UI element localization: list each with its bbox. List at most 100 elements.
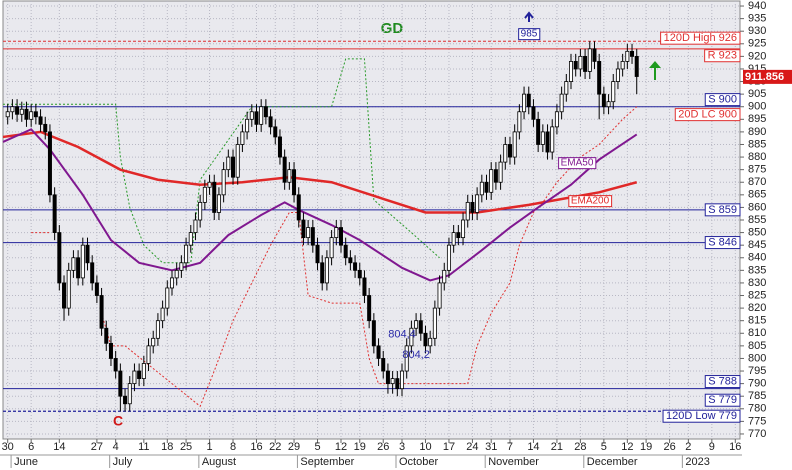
candle-body xyxy=(249,111,254,120)
candle-body xyxy=(231,156,236,178)
candle-body xyxy=(104,327,109,344)
y-tick-label: 940 xyxy=(748,0,766,12)
candle-body xyxy=(348,257,353,264)
x-tick-label: 25 xyxy=(180,441,192,453)
candle-body xyxy=(362,277,367,296)
y-tick-label: 830 xyxy=(748,277,766,289)
candle-body xyxy=(414,320,419,329)
candle-body xyxy=(470,201,475,213)
stop-line xyxy=(31,106,638,408)
candle-body xyxy=(43,123,48,133)
lc-box xyxy=(674,108,741,122)
y-tick-label: 800 xyxy=(748,352,766,364)
candle-body xyxy=(418,320,423,334)
x-tick-label: 2 xyxy=(685,441,691,453)
candle-body xyxy=(569,61,574,82)
candle-body xyxy=(141,363,146,379)
candle-body xyxy=(38,116,43,125)
candle-body xyxy=(606,101,611,108)
candle-body xyxy=(57,232,62,284)
candle-body xyxy=(296,194,301,221)
candle-body xyxy=(381,358,386,372)
candle-body xyxy=(24,108,29,120)
price-tag-label: 911.856 xyxy=(745,71,784,83)
candle-body xyxy=(137,370,142,379)
candle-body xyxy=(315,244,320,264)
x-tick-label: 12 xyxy=(335,441,347,453)
x-tick-label: 6 xyxy=(28,441,34,453)
plot-area xyxy=(2,0,741,440)
candle-body xyxy=(165,287,170,309)
candle-body xyxy=(587,48,592,72)
indicator-label: EMA200 xyxy=(571,196,610,207)
candle-body xyxy=(630,50,635,57)
candle-body xyxy=(10,106,15,113)
candle-body xyxy=(465,201,470,221)
month-label: June xyxy=(14,456,38,468)
y-tick-label: 935 xyxy=(748,13,766,25)
x-tick-label: 12 xyxy=(621,441,633,453)
level-label: 120D High 926 xyxy=(664,32,737,44)
indicator-label: EMA50 xyxy=(561,158,594,169)
candle-body xyxy=(493,169,498,183)
y-tick-label: 815 xyxy=(748,315,766,327)
y-tick-label: 880 xyxy=(748,151,766,163)
candle-body xyxy=(188,232,193,246)
indicator-line xyxy=(2,130,638,214)
x-tick-label: 4 xyxy=(113,441,119,453)
level-label: S 846 xyxy=(708,237,737,249)
candle-body xyxy=(146,345,151,364)
candle-body xyxy=(221,169,226,196)
month-label: August xyxy=(202,456,236,468)
candle-body xyxy=(437,282,442,309)
candle-body xyxy=(376,345,381,359)
candle-body xyxy=(80,244,85,279)
candle-body xyxy=(207,181,212,188)
level-box xyxy=(704,393,741,407)
candle-body xyxy=(442,269,447,284)
x-tick-label: 16 xyxy=(250,441,262,453)
candle-body xyxy=(259,106,264,125)
candle-body xyxy=(404,345,409,372)
candle-body xyxy=(292,169,297,196)
month-label: December xyxy=(587,456,638,468)
low-marker: C xyxy=(113,413,123,429)
candle-body xyxy=(198,201,203,221)
candle-body xyxy=(99,295,104,329)
candle-body xyxy=(15,106,20,115)
x-tick-label: 5 xyxy=(601,441,607,453)
candle-body xyxy=(66,269,71,309)
y-tick-label: 870 xyxy=(748,176,766,188)
candle-body xyxy=(503,144,508,163)
x-tick-label: 30 xyxy=(2,441,14,453)
candle-body xyxy=(526,93,531,108)
candle-body xyxy=(301,219,306,239)
candle-body xyxy=(432,307,437,339)
x-tick-label: 5 xyxy=(314,441,320,453)
low-value-label: 804,4 xyxy=(388,328,416,340)
candle-body xyxy=(456,232,461,239)
candle-body xyxy=(357,269,362,279)
level-label: S 859 xyxy=(708,204,737,216)
y-tick-label: 850 xyxy=(748,226,766,238)
candle-body xyxy=(277,136,282,158)
candle-body xyxy=(329,237,334,259)
y-tick-label: 845 xyxy=(748,239,766,251)
x-tick-label: 28 xyxy=(574,441,586,453)
y-tick-label: 920 xyxy=(748,50,766,62)
y-tick-label: 795 xyxy=(748,365,766,377)
candle-body xyxy=(409,327,414,347)
x-tick-label: 19 xyxy=(640,441,652,453)
x-tick-label: 22 xyxy=(269,441,281,453)
candle-body xyxy=(428,337,433,347)
candle-body xyxy=(132,370,137,385)
x-tick-label: 9 xyxy=(709,441,715,453)
candle-body xyxy=(263,106,268,118)
x-tick-label: 26 xyxy=(377,441,389,453)
candle-body xyxy=(461,219,466,239)
y-tick-label: 855 xyxy=(748,214,766,226)
x-tick-label: 31 xyxy=(485,441,497,453)
level-box xyxy=(704,375,741,389)
candle-body xyxy=(155,320,160,339)
